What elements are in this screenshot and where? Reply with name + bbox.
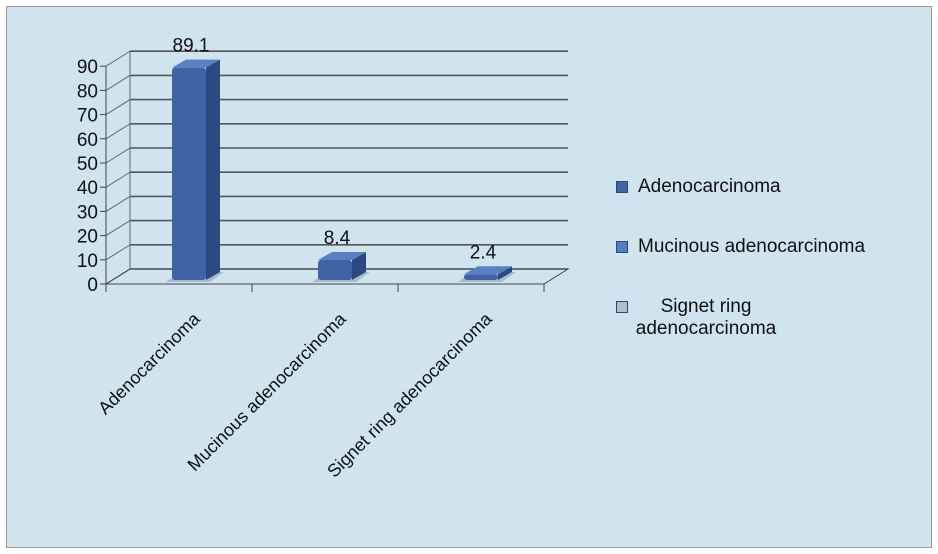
depth-tick-line — [105, 195, 131, 212]
y-tick-label: 60 — [77, 130, 98, 151]
legend: Adenocarcinoma Mucinous adenocarcinoma S… — [616, 176, 926, 378]
y-tick-label: 70 — [77, 106, 98, 127]
y-tick-label: 80 — [77, 81, 98, 102]
legend-swatch-mucinous — [616, 241, 628, 253]
bar-top — [172, 59, 220, 68]
legend-swatch-adenocarcinoma — [616, 181, 628, 193]
legend-item-signet-ring: Signet ring adenocarcinoma — [616, 296, 926, 340]
x-tick-label: Adenocarcinoma — [94, 308, 204, 418]
data-label: 2.4 — [470, 242, 497, 263]
depth-tick-line — [105, 50, 131, 67]
legend-label: Signet ring adenocarcinoma — [635, 296, 777, 339]
depth-tick-line — [105, 123, 131, 140]
y-tick-label: 10 — [77, 251, 98, 272]
y-tick-label: 50 — [77, 154, 98, 175]
depth-tick-line — [105, 244, 131, 261]
depth-tick-line — [105, 99, 131, 116]
bar-side — [206, 59, 220, 280]
legend-item-mucinous: Mucinous adenocarcinoma — [616, 236, 926, 258]
y-tick-label: 30 — [77, 202, 98, 223]
bar — [172, 67, 206, 280]
depth-tick-line — [105, 147, 131, 164]
y-tick-label: 40 — [77, 178, 98, 199]
legend-label: Mucinous adenocarcinoma — [638, 236, 866, 257]
bar-top — [464, 266, 512, 275]
bar-top — [318, 251, 366, 260]
y-tick-label: 20 — [77, 227, 98, 248]
bar-side — [352, 251, 366, 280]
y-tick-label: 90 — [77, 57, 98, 78]
bar-side — [498, 266, 512, 280]
data-label: 89.1 — [173, 36, 210, 57]
y-tick-label: 0 — [87, 275, 98, 296]
depth-tick-line — [105, 171, 131, 188]
data-label: 8.4 — [324, 228, 351, 249]
x-tick-label: Signet ring adenocarcinoma — [323, 308, 496, 481]
x-tick-label: Mucinous adenocarcinoma — [184, 308, 351, 475]
legend-swatch-signet-ring — [616, 301, 628, 313]
legend-label: Adenocarcinoma — [638, 176, 781, 197]
depth-tick-line — [105, 74, 131, 91]
depth-tick-line — [105, 220, 131, 237]
bar — [464, 274, 498, 280]
bar — [318, 259, 352, 280]
legend-item-adenocarcinoma: Adenocarcinoma — [616, 176, 926, 198]
